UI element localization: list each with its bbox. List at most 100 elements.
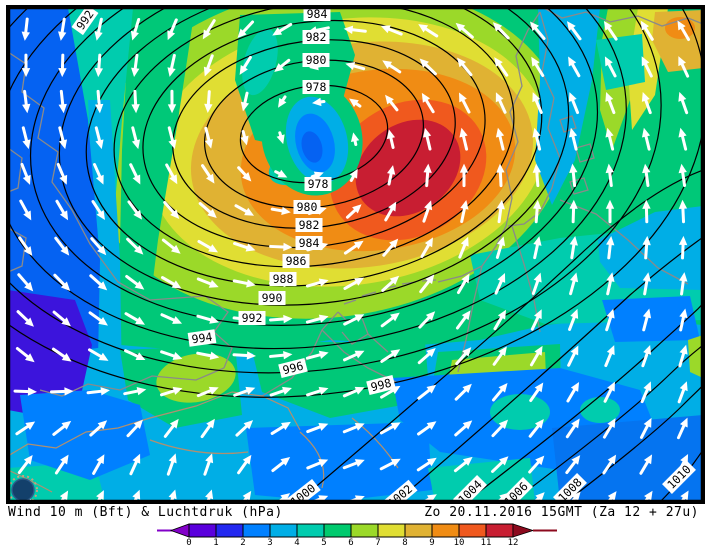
wind-arrow-shaft: [169, 53, 176, 72]
wind-arrow-shaft: [276, 495, 287, 502]
wind-arrow-shaft: [679, 313, 686, 332]
wind-arrow-head: [244, 207, 255, 216]
wind-arrow-head: [205, 453, 214, 464]
wind-arrow-head: [60, 454, 69, 465]
wind-arrow-shaft: [681, 205, 686, 224]
wind-arrow-head: [535, 492, 545, 502]
isobar-label-box: [553, 473, 587, 502]
isobar-label-994: 994: [187, 329, 217, 347]
wind-arrow-head: [276, 134, 285, 145]
wind-arrow-head: [390, 422, 401, 431]
wind-arrow-head: [457, 57, 466, 68]
wind-arrow-head: [605, 199, 615, 209]
wind-arrow-shaft: [203, 458, 212, 476]
wind-arrow-shaft: [640, 386, 650, 404]
wind-arrow-head: [497, 309, 507, 320]
wind-arrow-head: [242, 454, 252, 465]
wind-arrow-head: [61, 317, 71, 327]
wind-arrow-head: [205, 173, 215, 184]
colorbar-segment-3: [269, 523, 298, 538]
wind-arrow-head: [418, 24, 429, 33]
wind-arrow-shaft: [52, 310, 68, 324]
wind-arrow-shaft: [380, 351, 396, 363]
wind-arrow-head: [531, 56, 540, 67]
wind-arrow-shaft: [416, 460, 433, 472]
coastline-england-south: [39, 367, 225, 397]
wind-arrow-head: [58, 139, 68, 150]
wind-arrow-head: [27, 387, 37, 396]
map-frame: 992 984 982 980 978 978 980 982 984 986 988 990 992 9…: [6, 5, 705, 504]
wind-arrow-head: [131, 104, 140, 114]
wind-arrow-shaft: [495, 241, 504, 259]
wind-arrow-head: [605, 92, 614, 102]
wind-arrow-head: [349, 168, 358, 179]
wind-arrow-head: [94, 31, 103, 41]
coastline-ireland-east: [8, 147, 27, 273]
wind-arrow-shaft: [276, 22, 293, 34]
wind-arrow-head: [569, 163, 578, 174]
wind-arrow-head: [246, 351, 256, 360]
wind-arrow-head: [97, 420, 108, 430]
isobar-label-982: 982: [302, 30, 330, 44]
isobar-986: [113, 7, 515, 268]
wind-arrow-shaft: [343, 279, 360, 290]
wind-arrow-shaft: [204, 19, 216, 35]
wind-arrow-shaft: [18, 236, 30, 252]
wind-arrow-shaft: [60, 17, 66, 36]
wind-arrow-head: [283, 314, 293, 324]
wind-arrow-shaft: [459, 25, 474, 39]
wind-arrow-shaft: [680, 169, 687, 187]
colorbar-segment-7: [377, 523, 406, 538]
wind-arrow-head: [168, 453, 177, 464]
map-caption-left: Wind 10 m (Bft) & Luchtdruk (hPa): [8, 505, 283, 520]
wind-arrow-head: [606, 308, 615, 319]
wind-arrow-head: [97, 245, 107, 256]
wind-arrow-head: [97, 281, 108, 291]
wind-arrow-shaft: [126, 423, 140, 438]
wind-arrow-shaft: [644, 241, 649, 260]
wind-arrow-shaft: [681, 241, 685, 260]
wind-arrow-shaft: [532, 495, 542, 502]
wind-arrow-shaft: [197, 239, 214, 251]
wind-arrow-head: [642, 272, 651, 282]
wind-arrow-head: [131, 139, 141, 150]
wind-arrow-head: [243, 420, 254, 430]
wind-arrow-shaft: [343, 243, 360, 255]
wind-arrow-shaft: [571, 169, 577, 188]
wind-arrow-head: [58, 31, 67, 41]
colorbar-right-arrow: [512, 523, 535, 538]
wind-arrow-shaft: [86, 389, 105, 395]
wind-arrow-head: [354, 459, 365, 467]
wind-arrow-shaft: [124, 312, 141, 323]
isobar-label-text: 994: [191, 330, 214, 347]
isobar-label-990: 990: [258, 291, 286, 305]
wind-arrow-shaft: [455, 314, 468, 330]
wind-arrow-shaft: [678, 350, 686, 368]
coastline-scotland-england-east: [8, 51, 233, 369]
wind-arrow-head: [246, 279, 256, 288]
wind-arrow-head: [458, 92, 467, 103]
wind-arrow-shaft: [305, 316, 324, 324]
wind-arrow-shaft: [206, 494, 212, 502]
wind-arrow-head: [570, 308, 579, 319]
colorbar-tick-2: 2: [240, 538, 245, 546]
wind-arrow-head: [679, 308, 688, 319]
wind-arrow-shaft: [56, 162, 66, 180]
colorbar-tick-3: 3: [267, 538, 272, 546]
wind-arrow-head: [59, 174, 68, 185]
isobar-label-996: 996: [278, 357, 308, 379]
isobar-label-text: 988: [273, 272, 294, 286]
wind-arrow-head: [460, 236, 469, 247]
core-bft11: [355, 119, 461, 217]
wind-arrow-shaft: [386, 62, 402, 74]
wind-arrow-head: [202, 29, 212, 40]
wind-arrow-head: [172, 386, 183, 395]
wind-arrow-head: [422, 127, 432, 138]
wind-arrow-head: [318, 386, 329, 395]
wind-arrow-shaft: [123, 389, 141, 396]
wind-arrow-head: [462, 383, 472, 394]
wind-arrow-shaft: [460, 205, 467, 224]
wind-arrow-shaft: [59, 89, 65, 108]
wind-arrow-head: [643, 344, 652, 355]
wind-arrow-shaft: [342, 352, 360, 362]
